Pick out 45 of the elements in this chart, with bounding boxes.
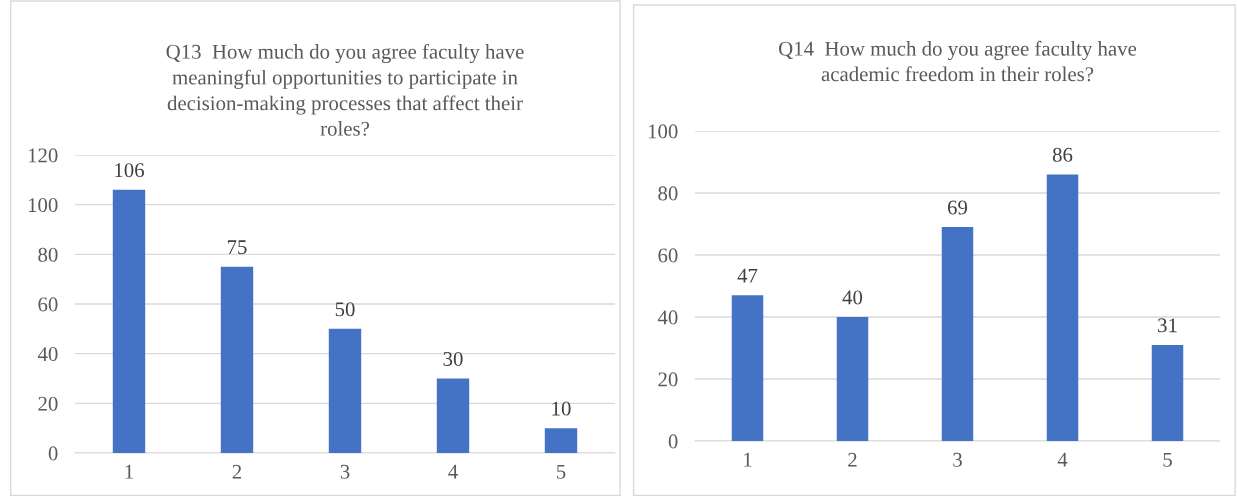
bar [941,227,974,441]
bar [836,317,869,441]
y-tick-label: 60 [658,248,678,263]
y-tick-label: 0 [48,446,58,461]
data-label: 50 [335,302,355,317]
data-label: 47 [737,268,758,283]
y-tick-label: 100 [648,124,678,139]
bar [1151,344,1184,441]
x-tick-label: 5 [557,464,566,479]
bar [1046,174,1079,441]
bar [544,428,578,453]
y-tick-label: 120 [28,148,58,163]
x-tick-label: 2 [848,452,857,467]
y-tick-label: 60 [38,297,58,312]
y-tick-label: 40 [37,347,58,362]
y-tick-label: 80 [38,247,58,262]
y-tick-label: 20 [38,396,58,411]
bar [220,266,254,453]
bar [731,295,764,441]
chart-title: Q14 How much do you agree faculty have academic freedom in their roles? [779,40,1137,82]
x-tick-label: 3 [953,452,962,467]
x-tick-label: 1 [125,464,133,479]
bar [328,328,362,453]
x-tick-label: 2 [232,464,242,479]
chart-title: Q13 How much do you agree faculty have meaningful opportunities to participate in decision-making processes that affect their roles? [166,43,524,136]
data-label: 10 [552,401,571,416]
data-label: 69 [947,200,968,215]
y-tick-label: 80 [658,186,678,201]
y-tick-label: 40 [657,310,678,325]
data-label: 40 [842,290,863,305]
y-tick-label: 100 [28,198,58,213]
data-label: 30 [443,351,463,366]
x-tick-label: 4 [448,464,458,479]
y-tick-label: 20 [658,372,678,387]
data-label: 86 [1052,147,1073,162]
x-tick-label: 1 [744,452,752,467]
data-label: 31 [1158,318,1177,333]
x-tick-label: 4 [1057,452,1068,467]
x-tick-label: 5 [1163,452,1172,467]
y-tick-label: 0 [668,434,678,449]
bar [112,189,146,453]
data-label: 75 [227,240,247,255]
bar [436,378,470,453]
x-tick-label: 3 [340,464,350,479]
data-label: 106 [115,163,144,178]
